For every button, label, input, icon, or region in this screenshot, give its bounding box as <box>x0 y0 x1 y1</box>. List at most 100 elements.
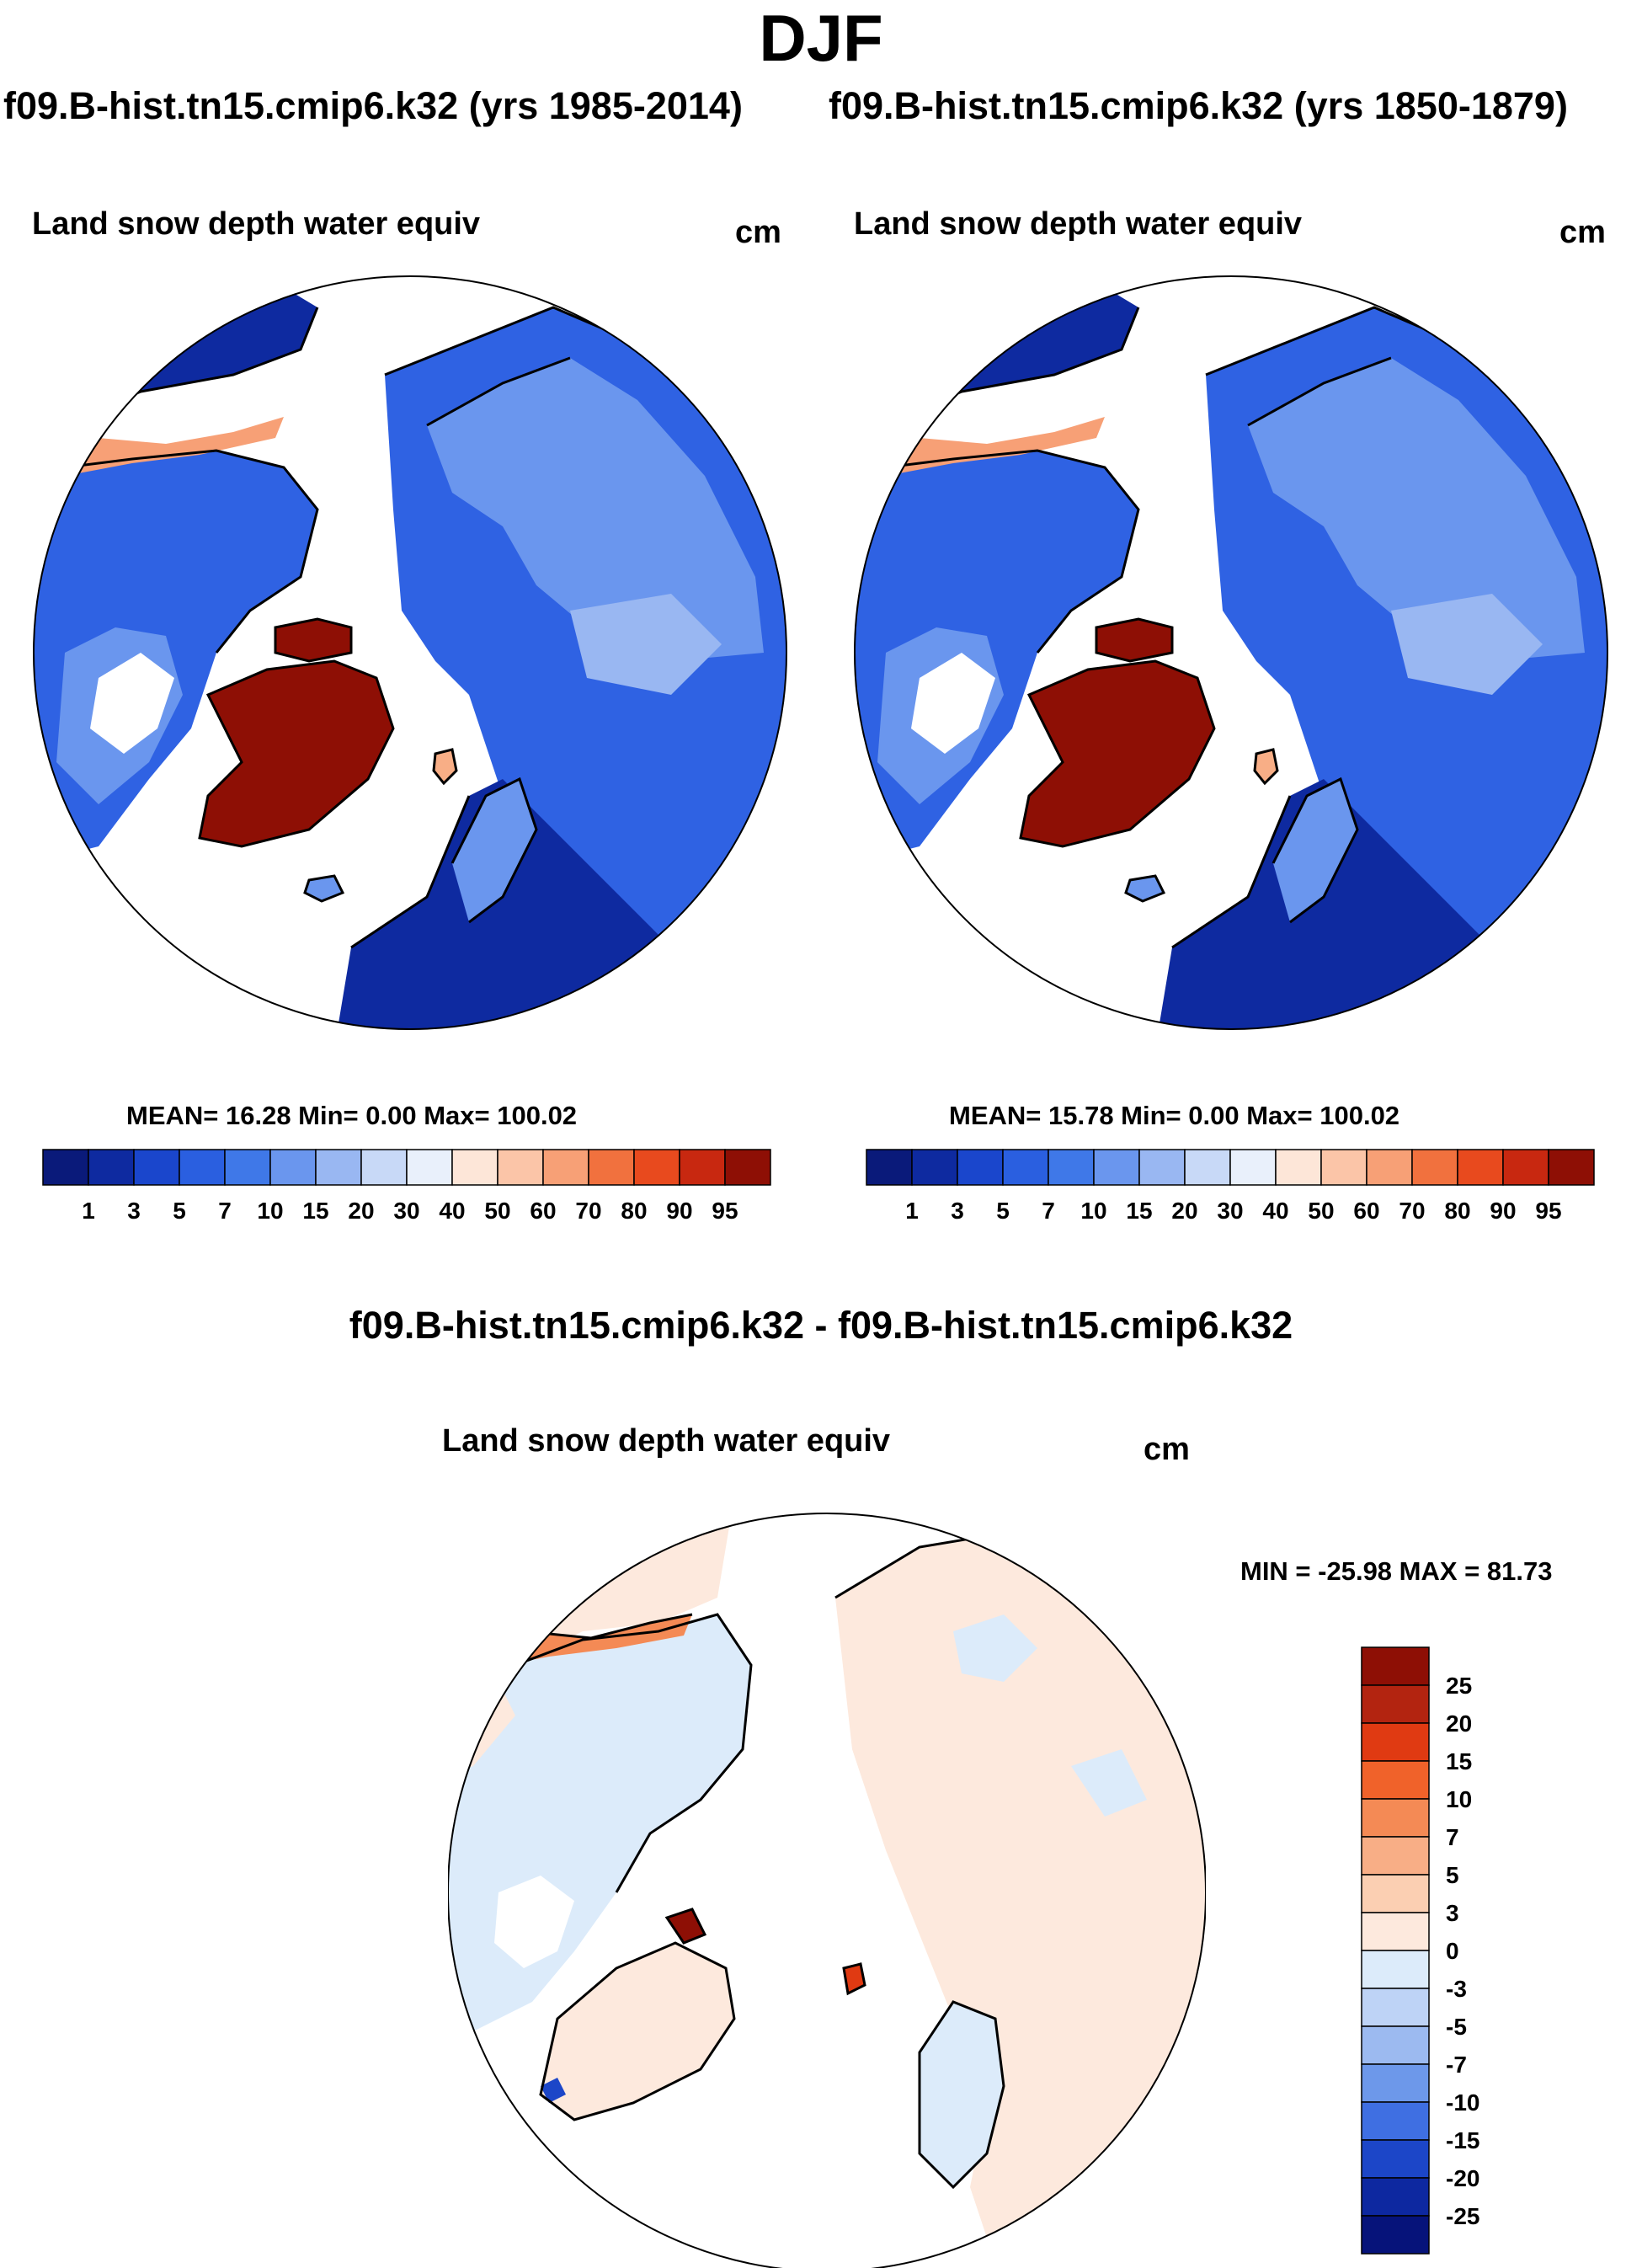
panel1-stats: MEAN= 16.28 Min= 0.00 Max= 100.02 <box>126 1101 578 1130</box>
panel1-colorbar: 1 3 5 7 10 15 20 30 40 50 60 70 80 90 95 <box>42 1149 771 1224</box>
cbar3-swatch <box>1361 2101 1430 2141</box>
cbar2-tick-label: 40 <box>1262 1198 1288 1224</box>
hudson-bay <box>90 653 174 754</box>
cbar1-tick-label: 70 <box>575 1198 601 1224</box>
cbar1-tick-label: 30 <box>393 1198 419 1224</box>
cbar1-tick-label: 15 <box>302 1198 328 1224</box>
cbar1-swatch <box>42 1149 89 1186</box>
cbar3-swatch <box>1361 1988 1430 2027</box>
cbar3-swatch <box>1361 1722 1430 1762</box>
greenland <box>1021 661 1214 846</box>
cbar1-swatch <box>88 1149 135 1186</box>
cbar2-tick-label: 7 <box>1042 1198 1055 1224</box>
cbar3-swatch <box>1361 2215 1430 2255</box>
cbar2-swatch <box>1548 1149 1595 1186</box>
cbar2-swatch <box>1320 1149 1367 1186</box>
cbar1-tick-label: 40 <box>439 1198 465 1224</box>
scandinavia-snow <box>1273 779 1357 922</box>
cbar3-tick-label: -25 <box>1446 2203 1479 2229</box>
cbar1-swatch <box>224 1149 271 1186</box>
europe-snow <box>334 779 671 1029</box>
cbar2-tick-label: 95 <box>1535 1198 1561 1224</box>
cbar3-swatch <box>1361 1684 1430 1724</box>
panel3-title: Land snow depth water equiv <box>442 1423 891 1459</box>
cbar2-tick-label: 20 <box>1171 1198 1197 1224</box>
cbar1-swatch <box>633 1149 680 1186</box>
subtitle-left: f09.B-hist.tn15.cmip6.k32 (yrs 1985-2014… <box>3 84 743 127</box>
panel3-units: cm <box>1144 1432 1190 1467</box>
cbar3-swatch <box>1361 1798 1430 1838</box>
svalbard-warm <box>844 1964 865 1993</box>
cbar3-tick-label: 25 <box>1446 1673 1472 1699</box>
panel1-title: Land snow depth water equiv <box>32 206 481 242</box>
cbar1-swatch <box>542 1149 589 1186</box>
cbar2-swatch <box>1411 1149 1458 1186</box>
cbar1-tick-label: 3 <box>127 1198 141 1224</box>
cbar2-tick-label: 90 <box>1490 1198 1516 1224</box>
cbar2-swatch <box>1457 1149 1504 1186</box>
iceland <box>305 876 343 901</box>
cbar1-swatch <box>179 1149 226 1186</box>
cbar1-swatch <box>724 1149 771 1186</box>
cbar1-tick-label: 80 <box>621 1198 647 1224</box>
hudson-bay <box>494 1876 574 1968</box>
cbar2-tick-label: 3 <box>951 1198 964 1224</box>
cbar3-swatch <box>1361 1874 1430 1913</box>
panel2-map <box>854 275 1608 1030</box>
cbar1-tick-label: 1 <box>82 1198 95 1224</box>
panel3-stats: MIN = -25.98 MAX = 81.73 <box>1240 1556 1553 1586</box>
cbar3-swatch <box>1361 2139 1430 2179</box>
cbar2-tick-label: 60 <box>1353 1198 1379 1224</box>
cbar2-swatch <box>1138 1149 1186 1186</box>
figure-title: DJF <box>759 1 883 75</box>
cbar3-tick-label: -10 <box>1446 2089 1479 2116</box>
panel3-colorbar: 25 20 15 10 7 5 3 0 -3 -5 -7 -10 -15 -20 -25 <box>1361 1646 1479 2255</box>
cbar2-swatch <box>911 1149 958 1186</box>
cbar2-tick-label: 70 <box>1399 1198 1425 1224</box>
panel1-units: cm <box>735 215 781 250</box>
cbar3-swatch <box>1361 1836 1430 1876</box>
subtitle-right: f09.B-hist.tn15.cmip6.k32 (yrs 1850-1879… <box>829 84 1568 127</box>
cbar2-tick-label: 50 <box>1308 1198 1334 1224</box>
ellesmere <box>275 619 351 661</box>
cbar3-swatch <box>1361 2177 1430 2217</box>
cbar3-tick-label: -15 <box>1446 2127 1479 2153</box>
panel2-colorbar: 1 3 5 7 10 15 20 30 40 50 60 70 80 90 95 <box>866 1149 1595 1224</box>
cbar2-swatch <box>957 1149 1004 1186</box>
cbar3-tick-label: -20 <box>1446 2165 1479 2191</box>
cbar2-tick-label: 80 <box>1444 1198 1470 1224</box>
iceland <box>1126 876 1164 901</box>
cbar1-tick-label: 20 <box>348 1198 374 1224</box>
cbar2-tick-label: 10 <box>1080 1198 1106 1224</box>
cbar2-tick-label: 15 <box>1126 1198 1152 1224</box>
cbar3-swatch <box>1361 2025 1430 2065</box>
cbar3-tick-label: 7 <box>1446 1824 1459 1850</box>
eurasia-diff-patch <box>953 1614 1147 1817</box>
cbar3-tick-label: 10 <box>1446 1786 1472 1812</box>
cbar1-swatch <box>133 1149 180 1186</box>
cbar1-swatch <box>588 1149 635 1186</box>
cbar1-tick-label: 90 <box>666 1198 692 1224</box>
cbar3-tick-label: 5 <box>1446 1862 1459 1888</box>
siberia-core-light <box>1391 594 1543 695</box>
cbar2-swatch <box>1229 1149 1277 1186</box>
diff-title: f09.B-hist.tn15.cmip6.k32 - f09.B-hist.t… <box>349 1304 1293 1347</box>
cbar2-swatch <box>1366 1149 1413 1186</box>
cbar2-swatch <box>1184 1149 1231 1186</box>
cbar3-tick-label: 15 <box>1446 1748 1472 1774</box>
siberia-light-snow <box>1248 358 1585 661</box>
cbar2-tick-label: 5 <box>996 1198 1010 1224</box>
cbar2-swatch <box>1275 1149 1322 1186</box>
cbar1-swatch <box>315 1149 362 1186</box>
cbar2-swatch <box>1048 1149 1095 1186</box>
cbar1-swatch <box>451 1149 498 1186</box>
cbar3-tick-label: 3 <box>1446 1900 1459 1926</box>
cbar3-tick-label: -7 <box>1446 2052 1467 2078</box>
cbar3-swatch <box>1361 1912 1430 1951</box>
cbar3-tick-label: 0 <box>1446 1938 1459 1964</box>
cbar1-tick-label: 50 <box>484 1198 510 1224</box>
cbar1-tick-label: 5 <box>173 1198 186 1224</box>
panel1-map <box>33 275 787 1030</box>
cbar2-swatch <box>1093 1149 1140 1186</box>
europe-snow <box>1155 779 1492 1029</box>
